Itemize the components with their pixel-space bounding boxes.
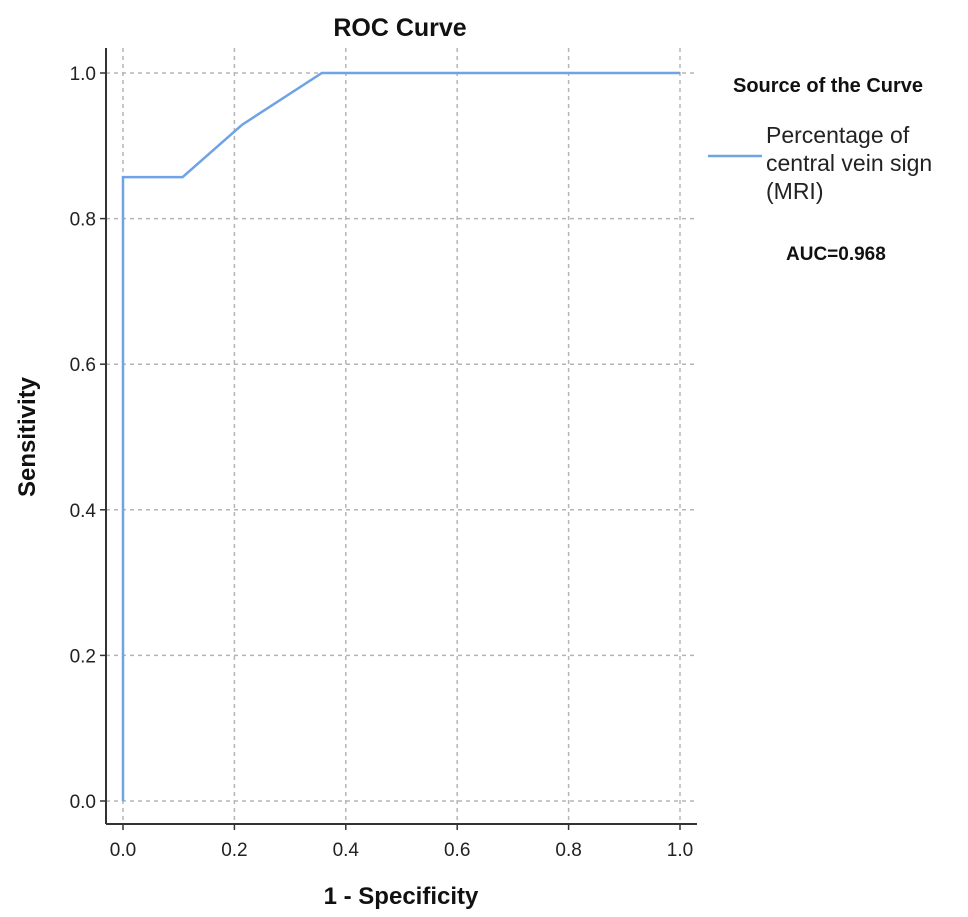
- y-tick-label: 1.0: [70, 64, 96, 85]
- x-axis-label: 1 - Specificity: [324, 883, 479, 910]
- x-tick-label: 0.4: [333, 840, 360, 861]
- y-tick-label: 0.8: [70, 210, 96, 231]
- x-tick-label: 1.0: [667, 840, 693, 861]
- legend-label-line-2: central vein sign: [766, 150, 932, 176]
- x-tick-label: 0.8: [555, 840, 581, 861]
- chart-title: ROC Curve: [333, 14, 466, 42]
- y-tick-label: 0.0: [70, 792, 96, 813]
- roc-series-line: [121, 71, 680, 801]
- y-axis-label: Sensitivity: [14, 376, 41, 497]
- y-tick-label: 0.6: [70, 355, 96, 376]
- y-tick-label: 0.2: [70, 646, 96, 667]
- legend-title: Source of the Curve: [733, 75, 923, 97]
- legend-label-line-3: (MRI): [766, 178, 823, 204]
- y-tick-label: 0.4: [70, 501, 97, 522]
- x-tick-label: 0.0: [110, 840, 136, 861]
- x-tick-label: 0.6: [444, 840, 470, 861]
- grid-lines: [106, 48, 697, 824]
- x-tick-label: 0.2: [221, 840, 247, 861]
- auc-annotation: AUC=0.968: [786, 244, 886, 265]
- y-tick-labels: 0.0 0.2 0.4 0.6 0.8 1.0: [70, 64, 106, 813]
- legend-label-line-1: Percentage of: [766, 122, 910, 148]
- x-tick-labels: 0.0 0.2 0.4 0.6 0.8 1.0: [110, 824, 693, 861]
